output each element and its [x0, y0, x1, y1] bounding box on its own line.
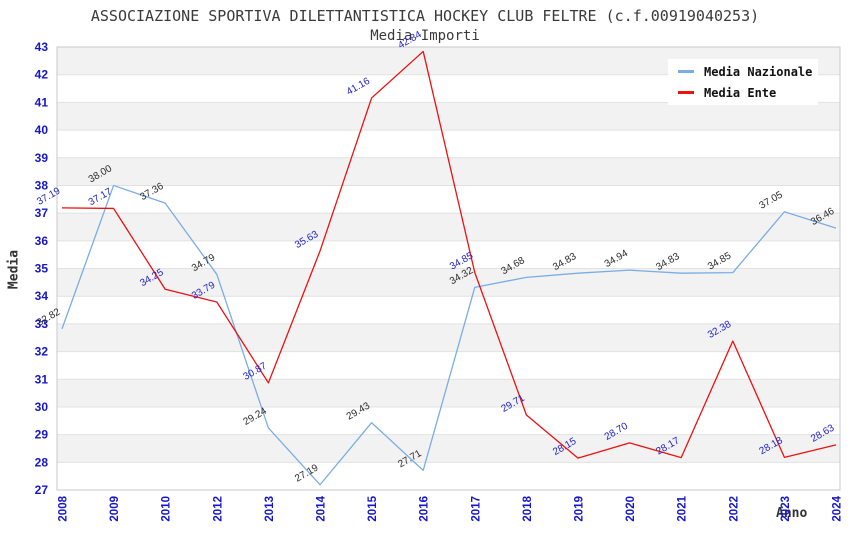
svg-text:2016: 2016 — [419, 496, 431, 522]
svg-text:39: 39 — [35, 151, 49, 165]
legend-item-media-ente: Media Ente — [678, 86, 818, 100]
svg-text:28: 28 — [35, 455, 49, 469]
svg-text:30: 30 — [35, 400, 49, 414]
svg-text:2024: 2024 — [832, 495, 844, 521]
svg-text:35: 35 — [35, 262, 49, 276]
legend-item-media-nazionale: Media Nazionale — [678, 65, 818, 79]
svg-text:2010: 2010 — [161, 496, 173, 522]
svg-text:2021: 2021 — [677, 495, 689, 521]
line-swatch-nazionale — [678, 70, 694, 73]
legend-label: Media Ente — [704, 85, 777, 100]
line-swatch-ente — [678, 91, 694, 94]
svg-text:42: 42 — [35, 68, 49, 82]
svg-text:2015: 2015 — [367, 495, 379, 521]
svg-text:2008: 2008 — [58, 495, 70, 521]
svg-text:29: 29 — [35, 428, 49, 442]
svg-text:2019: 2019 — [574, 496, 586, 522]
svg-text:32: 32 — [35, 345, 49, 359]
svg-text:2009: 2009 — [109, 496, 121, 522]
legend-label: Media Nazionale — [704, 64, 813, 79]
svg-text:2013: 2013 — [264, 496, 276, 522]
x-axis-title: Anno — [776, 506, 808, 521]
svg-text:2012: 2012 — [212, 496, 224, 522]
svg-text:2020: 2020 — [625, 496, 637, 522]
legend: Media Nazionale Media Ente — [668, 59, 818, 105]
svg-text:37: 37 — [35, 206, 49, 220]
svg-text:2014: 2014 — [316, 495, 328, 521]
svg-text:33: 33 — [35, 317, 49, 331]
svg-text:27: 27 — [35, 483, 49, 497]
chart-title: ASSOCIAZIONE SPORTIVA DILETTANTISTICA HO… — [90, 7, 760, 25]
svg-text:41: 41 — [35, 95, 49, 109]
svg-text:2022: 2022 — [728, 496, 740, 522]
svg-text:2018: 2018 — [522, 495, 534, 521]
chart-subtitle: Media Importi — [370, 28, 480, 44]
svg-text:36: 36 — [35, 234, 49, 248]
svg-text:2017: 2017 — [470, 496, 482, 522]
svg-text:43: 43 — [35, 40, 49, 54]
svg-text:38: 38 — [35, 178, 49, 192]
svg-text:2023: 2023 — [780, 496, 792, 522]
svg-text:40: 40 — [35, 123, 49, 137]
svg-text:34: 34 — [35, 289, 49, 303]
svg-text:31: 31 — [35, 372, 49, 386]
